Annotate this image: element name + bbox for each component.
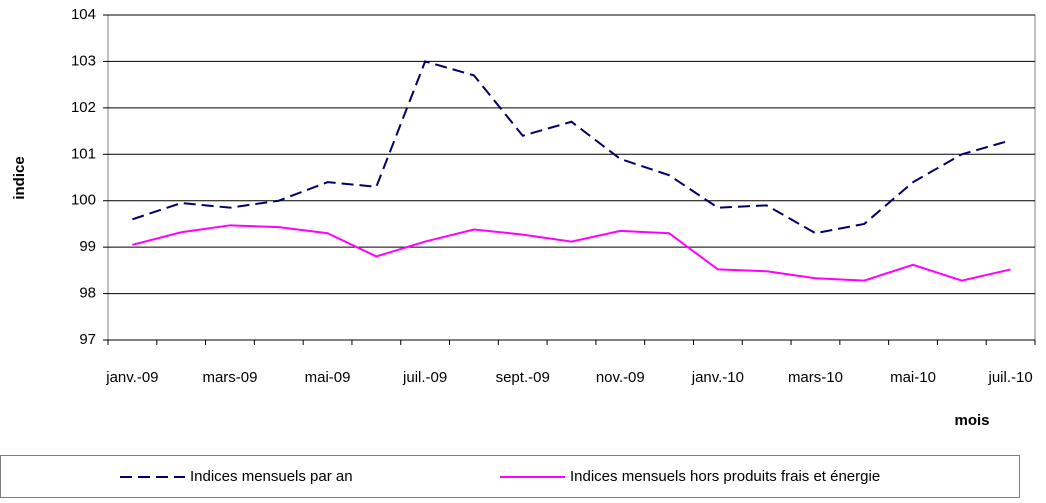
x-tick-label: mars-09: [202, 369, 257, 386]
x-tick-label: juil.-09: [402, 369, 447, 386]
x-tick-label: juil.-10: [988, 369, 1033, 386]
series-line: [132, 224, 1011, 282]
y-tick-label: 104: [71, 6, 96, 23]
y-tick-label: 99: [79, 238, 96, 255]
x-tick-label: nov.-09: [596, 369, 645, 386]
x-tick-label: mars-10: [788, 369, 843, 386]
y-tick-label: 101: [71, 145, 96, 162]
plot-area: [107, 14, 1036, 341]
y-tick-label: 98: [79, 285, 96, 302]
x-tick-label: mai-10: [890, 369, 936, 386]
legend-label: Indices mensuels hors produits frais et …: [570, 468, 880, 485]
x-tick-label: janv.-10: [691, 369, 744, 386]
legend-label: Indices mensuels par an: [190, 468, 353, 485]
series-line: [132, 60, 1011, 235]
x-axis-label: mois: [954, 412, 989, 429]
x-tick-label: janv.-09: [105, 369, 158, 386]
y-tick-label: 100: [71, 192, 96, 209]
y-axis-label: indice: [11, 156, 28, 199]
y-tick-label: 97: [79, 331, 96, 348]
x-tick-label: sept.-09: [496, 369, 550, 386]
x-tick-label: mai-09: [305, 369, 351, 386]
y-tick-label: 103: [71, 52, 96, 69]
y-tick-label: 102: [71, 99, 96, 116]
